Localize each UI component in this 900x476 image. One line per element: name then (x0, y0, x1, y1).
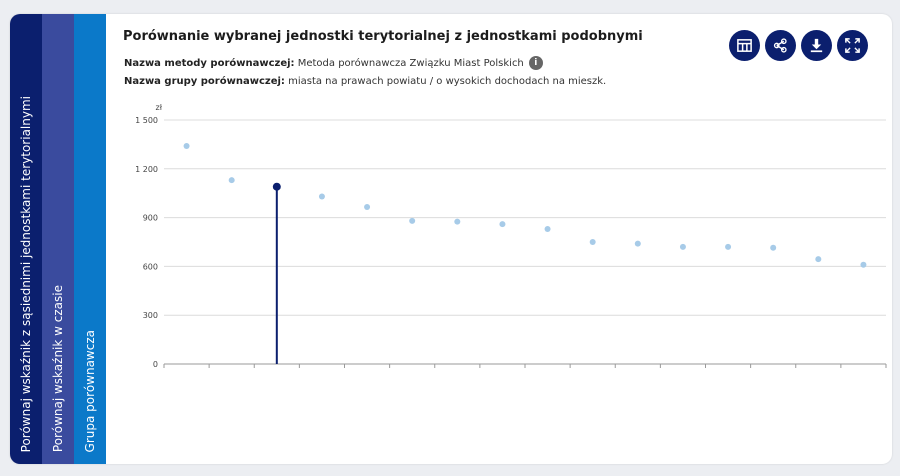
data-point (770, 244, 777, 251)
data-point (679, 243, 686, 250)
y-axis-label: zł (156, 103, 163, 112)
download-icon (810, 38, 823, 53)
data-point (860, 261, 867, 268)
data-point (499, 221, 506, 228)
tab-neighbour-comparison[interactable]: Porównaj wskaźnik z sąsiednimi jednostka… (10, 14, 42, 464)
tab-comparison-group-label: Grupa porównawcza (83, 329, 97, 452)
y-tick-label: 1 500 (135, 116, 158, 125)
share-button[interactable] (765, 30, 796, 61)
method-label: Nazwa metody porównawczej: (124, 57, 295, 69)
data-point (183, 143, 190, 150)
comparison-card: Porównaj wskaźnik z sąsiednimi jednostka… (10, 14, 892, 464)
info-icon[interactable]: i (528, 56, 543, 70)
data-point (589, 239, 596, 245)
y-tick-label: 1 200 (135, 165, 158, 174)
fullscreen-icon (845, 38, 860, 53)
highlight-point (272, 182, 281, 191)
y-tick-label: 0 (153, 360, 158, 369)
tab-time-comparison[interactable]: Porównaj wskaźnik w czasie (42, 14, 74, 464)
fullscreen-button[interactable] (837, 30, 868, 61)
y-tick-label: 600 (143, 262, 158, 271)
y-tick-label: 900 (143, 214, 158, 223)
data-point (634, 240, 641, 247)
data-point (409, 217, 416, 224)
chart-panel: Porównanie wybranej jednostki terytorial… (106, 14, 892, 464)
data-point (364, 204, 371, 211)
data-point (815, 256, 822, 263)
data-point (318, 193, 325, 200)
group-label: Nazwa grupy porównawczej: (124, 76, 285, 87)
data-point (544, 225, 551, 232)
method-line: Nazwa metody porównawczej: Metoda porówn… (124, 56, 543, 70)
table-icon (737, 39, 752, 52)
chart-toolbar (729, 30, 868, 61)
data-point (454, 218, 461, 225)
group-line: Nazwa grupy porównawczej: miasta na praw… (124, 76, 606, 87)
data-point (228, 177, 235, 184)
table-view-button[interactable] (729, 30, 760, 61)
tab-comparison-group[interactable]: Grupa porównawcza (74, 14, 106, 464)
y-tick-label: 300 (143, 311, 158, 320)
download-button[interactable] (801, 30, 832, 61)
tab-time-comparison-label: Porównaj wskaźnik w czasie (51, 284, 65, 452)
method-value: Metoda porównawcza Związku Miast Polskic… (297, 57, 524, 69)
page-title: Porównanie wybranej jednostki terytorial… (123, 29, 643, 44)
tab-neighbour-comparison-label: Porównaj wskaźnik z sąsiednimi jednostka… (19, 95, 33, 452)
scatter-chart: 0 300 600 900 1 200 1 500 zł (135, 103, 887, 369)
data-point (725, 243, 732, 250)
group-value: miasta na prawach powiatu / o wysokich d… (288, 76, 607, 87)
share-icon (773, 38, 787, 53)
